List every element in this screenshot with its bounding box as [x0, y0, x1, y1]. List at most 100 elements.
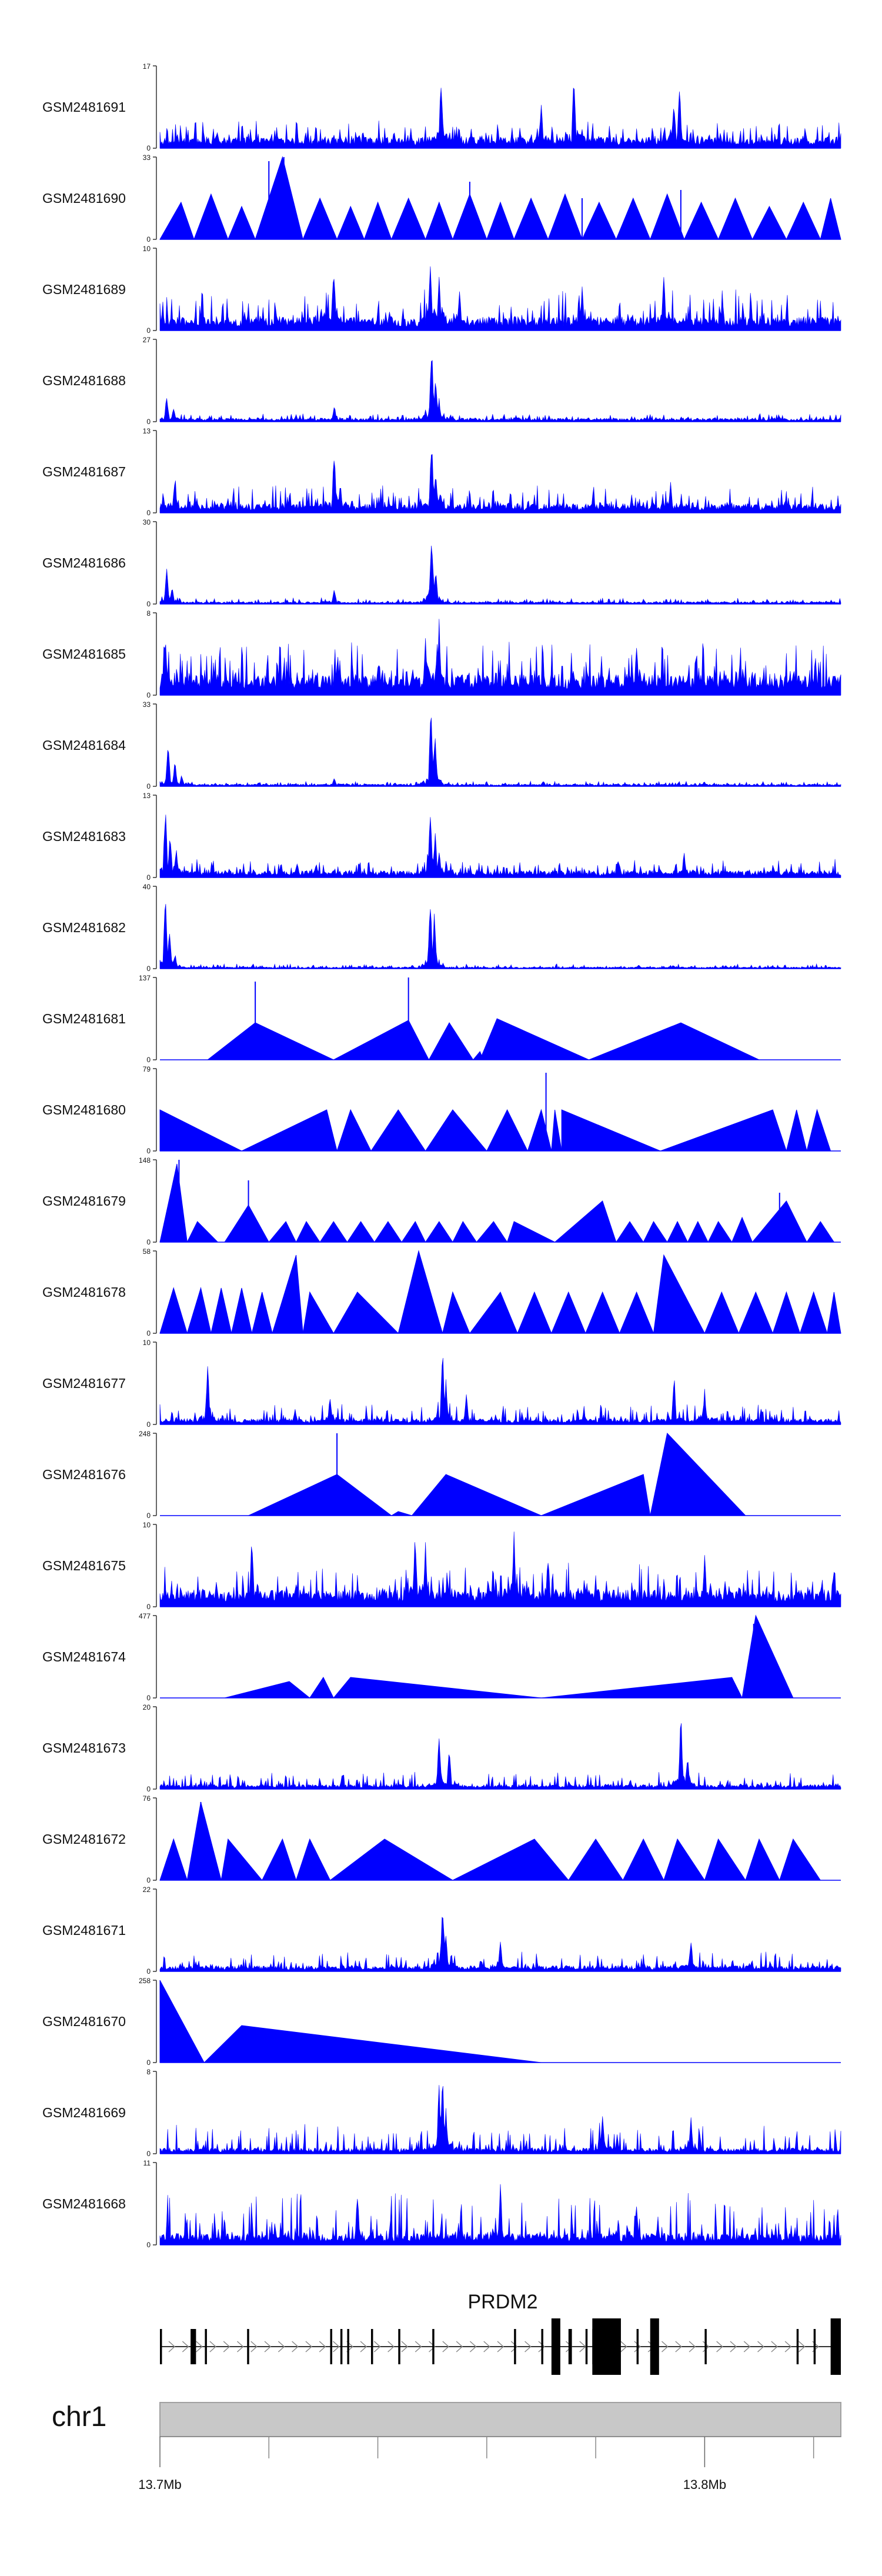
track-ymax-label: 477 [139, 1612, 151, 1620]
coverage-triangle [159, 1287, 188, 1334]
gene-model-track: PRDM2 [160, 2291, 841, 2375]
coverage-triangle [551, 1109, 562, 1152]
coverage-area [159, 545, 841, 605]
track-sample-label: GSM2481673 [42, 1740, 126, 1756]
coverage-triangle [336, 205, 365, 240]
gene-exon [650, 2318, 659, 2375]
gene-exon [247, 2329, 249, 2364]
coverage-triangle [452, 1838, 569, 1881]
coverage-triangle [745, 1838, 780, 1881]
coverage-triangle [159, 201, 195, 240]
coverage-track: GSM2481673 20 0 [42, 1703, 841, 1793]
coverage-triangle [486, 1109, 529, 1152]
track-ymin-label: 0 [146, 144, 151, 152]
track-sample-label: GSM2481679 [42, 1193, 126, 1209]
coverage-triangle [806, 1109, 831, 1152]
track-ymin-label: 0 [146, 1967, 151, 1976]
gene-strand-arrow [292, 2341, 299, 2353]
coverage-triangle [302, 197, 338, 240]
coverage-triangle [333, 1292, 399, 1334]
track-ymin-label: 0 [146, 600, 151, 608]
coverage-triangle [401, 1220, 426, 1243]
chromosome-ideogram-bar [159, 2402, 841, 2437]
coverage-track: GSM2481670 258 0 [42, 1977, 841, 2067]
track-ymin-label: 0 [146, 418, 151, 426]
track-sample-label: GSM2481685 [42, 646, 126, 662]
coverage-triangle [159, 1980, 205, 2063]
track-sample-label: GSM2481683 [42, 829, 126, 844]
coverage-track: GSM2481668 11 0 [42, 2159, 841, 2249]
coverage-triangle [373, 1221, 403, 1243]
gene-strand-arrow [716, 2341, 723, 2353]
track-ymax-label: 8 [146, 2068, 151, 2076]
gene-strand-arrow [429, 2341, 436, 2353]
track-ymax-label: 58 [143, 1247, 151, 1256]
gene-strand-arrow [524, 2341, 532, 2353]
gene-strand-arrow [360, 2341, 368, 2353]
coverage-triangle [663, 1838, 706, 1881]
coverage-triangle [224, 1681, 311, 1699]
gene-strand-arrow [483, 2341, 490, 2353]
gene-strand-arrow [743, 2341, 751, 2353]
gene-strand-arrow [209, 2341, 216, 2353]
track-sample-label: GSM2481671 [42, 1923, 126, 1938]
gene-strand-arrow [456, 2341, 463, 2353]
track-ymin-label: 0 [146, 2241, 151, 2249]
coverage-triangle [272, 1254, 303, 1334]
track-ymax-label: 22 [143, 1886, 151, 1894]
gene-exon [432, 2329, 435, 2364]
gene-strand-arrow [784, 2341, 792, 2353]
coverage-triangle [230, 1287, 252, 1334]
track-ymax-label: 13 [143, 427, 151, 435]
coverage-triangle [251, 1292, 273, 1334]
gene-exon [585, 2329, 588, 2364]
coverage-area [159, 88, 841, 149]
track-ymin-label: 0 [146, 1694, 151, 1702]
coverage-triangle [506, 1221, 555, 1243]
coverage-triangle [268, 1221, 297, 1243]
track-ymin-label: 0 [146, 2058, 151, 2067]
coverage-triangle [619, 1291, 654, 1334]
coverage-area [159, 2085, 841, 2154]
coverage-track: GSM2481688 27 0 [42, 336, 841, 426]
coverage-triangle [717, 197, 753, 240]
coverage-triangle [452, 1221, 477, 1243]
gene-strand-arrow [675, 2341, 682, 2353]
gene-exon [796, 2329, 799, 2364]
coverage-triangle [687, 1220, 709, 1243]
track-sample-label: GSM2481691 [42, 99, 126, 115]
coverage-track: GSM2481689 10 0 [42, 245, 841, 335]
coverage-tracks: GSM2481691170GSM2481690330GSM2481689100G… [42, 62, 841, 2249]
track-sample-label: GSM2481675 [42, 1558, 126, 1573]
coverage-triangle [541, 1474, 651, 1516]
gene-strand-arrow [538, 2341, 545, 2353]
track-ymax-label: 248 [139, 1430, 151, 1438]
coverage-triangle [411, 1474, 542, 1516]
axis-tick-label: 13.8Mb [683, 2477, 726, 2492]
coverage-track: GSM2481683 13 0 [42, 792, 841, 882]
track-sample-label: GSM2481678 [42, 1284, 126, 1300]
coverage-triangle [772, 1291, 801, 1334]
coverage-triangle [731, 1216, 753, 1243]
coverage-triangle [517, 1291, 552, 1334]
coverage-track: GSM2481675 10 0 [42, 1521, 841, 1611]
coverage-triangle [186, 1221, 219, 1243]
track-ymin-label: 0 [146, 965, 151, 973]
gene-exon [704, 2329, 707, 2364]
coverage-triangle [799, 1291, 828, 1334]
coverage-triangle [390, 1511, 412, 1516]
gene-exon [514, 2329, 516, 2364]
coverage-triangle [650, 193, 685, 240]
coverage-area [159, 360, 841, 422]
coverage-triangle [527, 1109, 552, 1152]
track-sample-label: GSM2481689 [42, 282, 126, 297]
chromosome-axis: chr1 13.7Mb 13.8Mb [52, 2401, 841, 2492]
track-sample-label: GSM2481668 [42, 2196, 126, 2211]
coverage-triangle [425, 1221, 453, 1243]
coverage-track: GSM2481679 148 0 [42, 1156, 841, 1246]
track-sample-label: GSM2481680 [42, 1102, 126, 1117]
coverage-triangle [827, 1292, 841, 1334]
coverage-triangle [786, 1109, 807, 1152]
gene-name-label: PRDM2 [467, 2291, 537, 2313]
